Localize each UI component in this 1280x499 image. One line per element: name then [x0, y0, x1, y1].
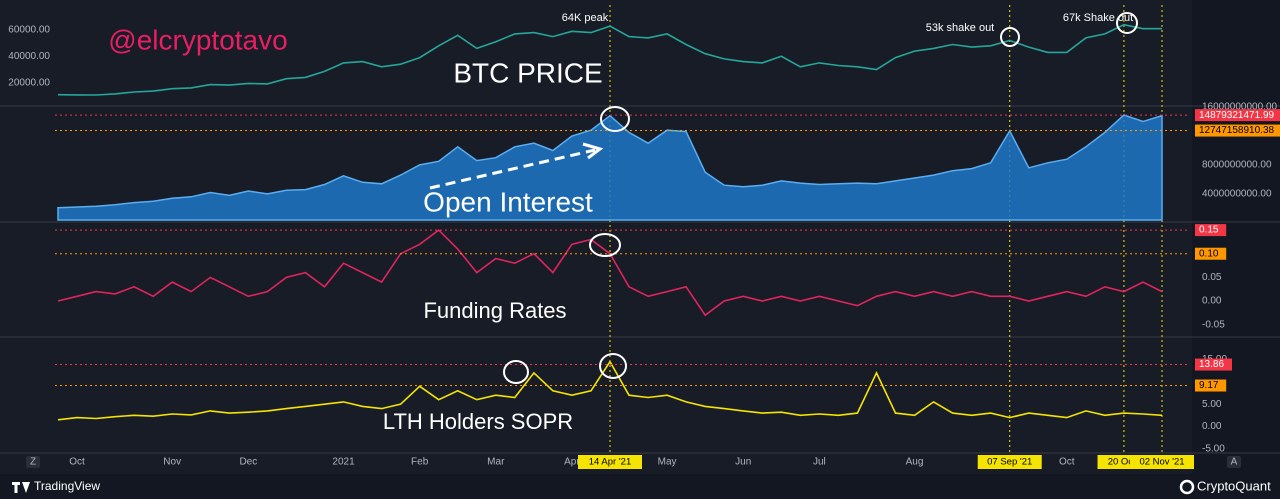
x-tick-highlight [977, 455, 1042, 469]
x-tick-highlight [578, 455, 642, 469]
reference-label: 0.15 [1199, 225, 1219, 236]
reference-label-box [1195, 358, 1232, 371]
footer-bar [0, 474, 1280, 499]
circle [599, 353, 627, 379]
pane-layer: 20000.00 40000.00 60000.00 BTC PRICE 64K pea… [0, 5, 1280, 469]
circle [589, 233, 621, 257]
circle [1116, 12, 1138, 34]
watermark: @elcryptotavo [108, 24, 287, 55]
y-tick-label: -0.05 [1202, 319, 1225, 330]
x-tick-label: Oct [1059, 457, 1075, 468]
y-tick-label: 0.00 [1202, 421, 1222, 432]
y-tick-label: 5.00 [1202, 399, 1222, 410]
reference-label-box [1195, 247, 1227, 260]
reference-label: 13.86 [1199, 359, 1224, 370]
x-tick-label: 02 Nov '21 [1139, 457, 1184, 468]
x-tick-label: 20 Oct ' [1108, 457, 1141, 468]
y-tick-label: 4000000000.00 [1202, 189, 1272, 200]
x-tick-label: 07 Sep '21 [987, 457, 1032, 468]
circle [503, 360, 529, 384]
x-tick-label: Apr [564, 457, 580, 468]
x-tick-label: 2021 [332, 457, 355, 468]
y-tick-label: 8000000000.00 [1202, 160, 1272, 171]
x-tick-label: Aug [906, 457, 924, 468]
x-tick-label: Feb [411, 457, 429, 468]
reference-label-box [1195, 224, 1227, 237]
x-tick-label: Jun [735, 457, 751, 468]
series-area [57, 114, 1163, 221]
reference-label-box [1195, 124, 1280, 137]
circle [600, 106, 630, 132]
y-tick-label: -5.00 [1202, 444, 1225, 455]
reference-label: 14879321471.99 [1199, 110, 1275, 121]
axis-button[interactable] [26, 456, 40, 468]
circle [1000, 27, 1020, 47]
x-tick-highlight [1130, 455, 1194, 469]
reference-label-box [1195, 379, 1227, 392]
x-tick-label: Jul [813, 457, 826, 468]
x-tick-label: Mar [487, 457, 505, 468]
y-tick-label: 20000.00 [8, 77, 50, 88]
y-tick-label: 60000.00 [8, 25, 50, 36]
axis-button[interactable] [1227, 456, 1241, 468]
annotation: 64K peak [562, 12, 609, 24]
series-line [57, 23, 1162, 96]
reference-label: 9.17 [1199, 380, 1219, 391]
y-tick-label: 0.00 [1202, 296, 1222, 307]
x-tick-label: Nov [163, 457, 181, 468]
footer-left: TradingView [34, 479, 100, 493]
y-tick-label: 0.05 [1202, 272, 1222, 283]
axis-button-label[interactable]: A [1231, 457, 1238, 468]
x-tick-label: May [658, 457, 677, 468]
price-scale [1192, 0, 1280, 474]
series-line [57, 360, 1163, 421]
x-tick-label: 14 Apr '21 [589, 457, 632, 468]
reference-label: 0.10 [1199, 248, 1219, 259]
footer-right: CryptoQuant [1197, 478, 1271, 493]
annotation-shapes [429, 12, 1138, 384]
arrow-head [582, 142, 604, 160]
cryptoquant-logo [1179, 479, 1195, 495]
pane-title: Funding Rates [423, 298, 566, 323]
y-tick-label: 16000000000.00 [1202, 102, 1278, 113]
x-tick-label: Dec [239, 457, 257, 468]
pane-title: BTC PRICE [453, 57, 602, 88]
annotation: 67k Shake out [1063, 12, 1133, 24]
reference-label: 12747158910.38 [1199, 125, 1275, 136]
pane-title: LTH Holders SOPR [383, 409, 573, 434]
y-tick-label: 40000.00 [8, 51, 50, 62]
pane-title: Open Interest [423, 186, 593, 217]
axis-button-label[interactable]: Z [30, 457, 36, 468]
dashed-arrow [429, 148, 596, 190]
annotation: 53k shake out [926, 22, 995, 34]
reference-label-box [1195, 109, 1280, 122]
tradingview-logo [12, 482, 30, 493]
x-tick-label: Oct [69, 457, 85, 468]
